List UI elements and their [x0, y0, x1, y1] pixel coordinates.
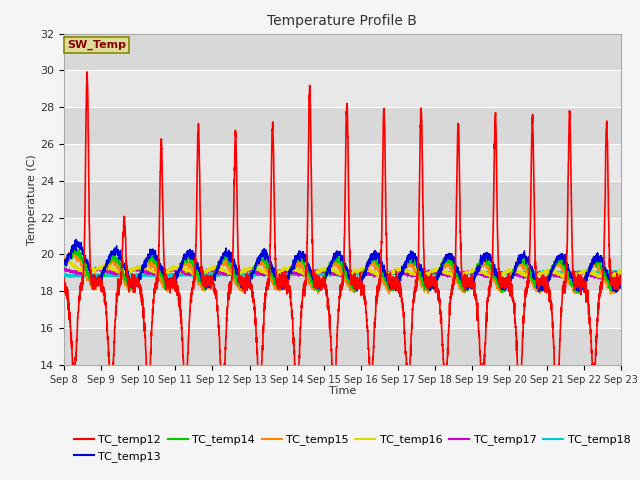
TC_temp14 — [180, 261, 188, 267]
TC_temp12 — [180, 360, 188, 365]
TC_temp15 — [564, 278, 572, 284]
Text: SW_Temp: SW_Temp — [67, 40, 126, 50]
Line: TC_temp17: TC_temp17 — [64, 267, 621, 279]
TC_temp17 — [216, 270, 223, 276]
TC_temp15 — [60, 259, 68, 265]
TC_temp14 — [70, 244, 78, 250]
Line: TC_temp18: TC_temp18 — [64, 270, 621, 277]
TC_temp17 — [95, 264, 102, 270]
Bar — [64, 217, 621, 254]
TC_temp14 — [216, 262, 223, 267]
TC_temp12 — [564, 173, 572, 179]
TC_temp17 — [597, 276, 605, 282]
TC_temp16 — [216, 265, 223, 271]
TC_temp16 — [180, 264, 188, 270]
TC_temp13 — [397, 274, 404, 279]
TC_temp16 — [600, 276, 608, 282]
TC_temp18 — [67, 274, 74, 280]
TC_temp12 — [397, 290, 404, 296]
TC_temp17 — [617, 271, 625, 276]
TC_temp17 — [397, 270, 404, 276]
Line: TC_temp12: TC_temp12 — [64, 72, 621, 399]
Line: TC_temp15: TC_temp15 — [64, 250, 621, 294]
Line: TC_temp13: TC_temp13 — [64, 240, 621, 292]
TC_temp14 — [575, 290, 582, 296]
Line: TC_temp14: TC_temp14 — [64, 247, 621, 293]
TC_temp12 — [406, 347, 414, 353]
TC_temp18 — [397, 271, 404, 277]
TC_temp15 — [180, 259, 188, 265]
TC_temp14 — [60, 264, 68, 270]
TC_temp13 — [617, 281, 625, 287]
X-axis label: Time: Time — [329, 386, 356, 396]
TC_temp16 — [397, 268, 404, 274]
Bar — [64, 328, 621, 365]
TC_temp18 — [60, 273, 68, 278]
TC_temp17 — [564, 272, 572, 278]
TC_temp17 — [180, 269, 188, 275]
TC_temp14 — [564, 272, 572, 278]
Bar — [64, 71, 621, 107]
TC_temp15 — [67, 247, 75, 252]
TC_temp14 — [406, 256, 414, 262]
TC_temp17 — [60, 267, 68, 273]
Bar — [64, 34, 621, 71]
TC_temp16 — [60, 255, 68, 261]
TC_temp13 — [406, 248, 414, 254]
TC_temp17 — [617, 271, 625, 276]
TC_temp16 — [406, 270, 414, 276]
TC_temp18 — [406, 272, 414, 277]
Legend: TC_temp12, TC_temp13, TC_temp14, TC_temp15, TC_temp16, TC_temp17, TC_temp18: TC_temp12, TC_temp13, TC_temp14, TC_temp… — [70, 430, 635, 466]
TC_temp15 — [617, 277, 625, 283]
TC_temp16 — [564, 274, 572, 280]
TC_temp15 — [406, 261, 414, 266]
Bar — [64, 291, 621, 328]
TC_temp16 — [617, 268, 625, 274]
TC_temp13 — [617, 279, 625, 285]
TC_temp12 — [617, 277, 625, 283]
Title: Temperature Profile B: Temperature Profile B — [268, 14, 417, 28]
TC_temp12 — [216, 346, 223, 351]
TC_temp18 — [216, 272, 223, 278]
TC_temp14 — [617, 281, 625, 287]
TC_temp14 — [397, 273, 404, 278]
Bar — [64, 181, 621, 217]
TC_temp13 — [564, 266, 572, 272]
TC_temp17 — [406, 273, 414, 279]
TC_temp18 — [180, 271, 188, 277]
TC_temp16 — [617, 270, 625, 276]
TC_temp13 — [60, 260, 68, 265]
TC_temp13 — [612, 289, 620, 295]
TC_temp14 — [617, 280, 625, 286]
TC_temp13 — [72, 237, 80, 242]
TC_temp15 — [607, 291, 614, 297]
Bar — [64, 254, 621, 291]
TC_temp18 — [617, 269, 625, 275]
TC_temp15 — [617, 278, 625, 284]
TC_temp12 — [83, 69, 91, 75]
TC_temp13 — [216, 263, 223, 268]
TC_temp12 — [617, 277, 625, 283]
Line: TC_temp16: TC_temp16 — [64, 258, 621, 279]
Bar — [64, 144, 621, 181]
TC_temp13 — [180, 256, 188, 262]
TC_temp18 — [564, 271, 572, 276]
Y-axis label: Temperature (C): Temperature (C) — [28, 154, 37, 245]
TC_temp18 — [617, 269, 625, 275]
TC_temp18 — [602, 267, 609, 273]
TC_temp12 — [60, 275, 68, 281]
TC_temp15 — [397, 269, 404, 275]
TC_temp15 — [216, 260, 223, 266]
Bar — [64, 107, 621, 144]
TC_temp12 — [552, 396, 560, 402]
TC_temp16 — [60, 255, 68, 261]
